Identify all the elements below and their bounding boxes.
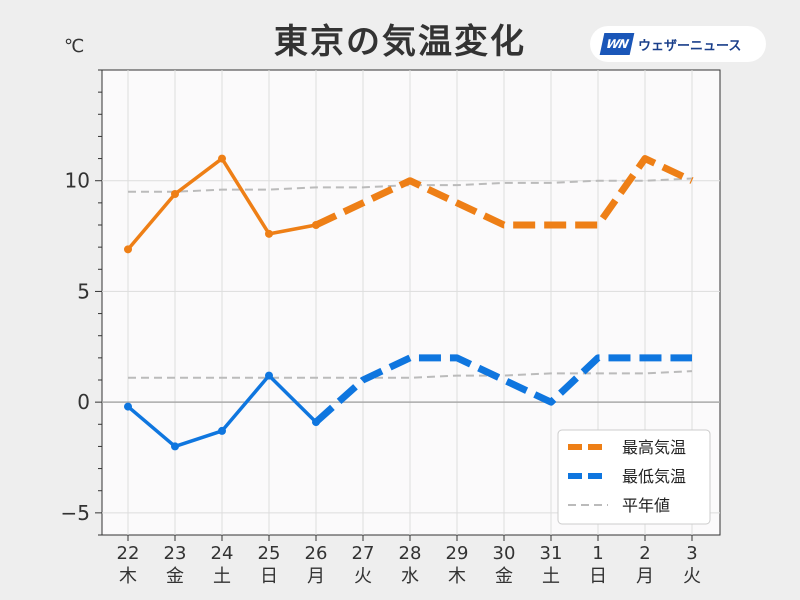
x-tick-label-date: 31 <box>540 543 563 564</box>
x-tick-label-weekday: 土 <box>542 566 560 587</box>
x-tick-label-weekday: 月 <box>636 566 654 587</box>
max-point <box>218 154 226 163</box>
legend-label-max: 最高気温 <box>622 438 686 457</box>
x-tick-label-date: 26 <box>305 543 328 564</box>
x-tick-label-weekday: 火 <box>354 566 372 587</box>
x-tick-label-date: 24 <box>211 543 234 564</box>
normal-high-line <box>128 177 693 193</box>
x-tick-label-date: 28 <box>399 543 422 564</box>
x-tick-label-weekday: 木 <box>119 566 137 587</box>
x-tick-label-weekday: 日 <box>260 566 278 587</box>
y-tick-label: 0 <box>77 390 90 414</box>
x-tick-label-date: 3 <box>686 543 697 564</box>
x-tick-label-date: 29 <box>446 543 469 564</box>
max-point <box>265 229 273 238</box>
x-tick-label-date: 2 <box>639 543 650 564</box>
y-tick-label: −5 <box>61 501 90 525</box>
normal-low-line <box>128 370 693 379</box>
brand-name: ウェザーニュース <box>638 38 742 54</box>
x-tick-label-weekday: 日 <box>589 566 607 587</box>
legend-box <box>557 429 711 525</box>
x-tick-label-weekday: 水 <box>401 566 419 587</box>
x-tick-label-date: 1 <box>592 543 603 564</box>
x-tick-label-weekday: 金 <box>166 566 184 587</box>
x-tick-label-weekday: 木 <box>448 566 466 587</box>
min-forecast-line <box>313 354 692 425</box>
brand-badge: WN ウェザーニュース <box>590 26 766 62</box>
x-tick-label-date: 22 <box>117 543 140 564</box>
x-tick-label-weekday: 火 <box>683 566 701 587</box>
x-tick-label-date: 30 <box>493 543 516 564</box>
legend-label-min: 最低気温 <box>622 467 686 486</box>
x-tick-label-date: 27 <box>352 543 375 564</box>
max-forecast-line <box>314 155 694 229</box>
min-point <box>265 371 273 380</box>
x-tick-label-weekday: 月 <box>307 566 325 587</box>
x-tick-label-weekday: 土 <box>213 566 231 587</box>
max-point <box>171 190 179 198</box>
x-tick-label-weekday: 金 <box>495 566 513 587</box>
legend-label-normal: 平年値 <box>622 496 670 515</box>
page-title: 東京の気温変化 <box>274 22 526 62</box>
series-group <box>124 154 694 451</box>
min-point <box>218 426 226 435</box>
y-axis-unit: ℃ <box>64 36 85 57</box>
x-tick-label-date: 25 <box>258 543 281 564</box>
y-axis: −5 0 5 10 <box>61 69 102 536</box>
min-point <box>312 418 320 427</box>
y-tick-label: 10 <box>65 169 90 193</box>
x-tick-label-date: 23 <box>164 543 187 564</box>
y-tick-label: 5 <box>77 279 90 303</box>
min-point <box>171 442 179 451</box>
max-point <box>312 221 320 229</box>
legend: 最高気温 最低気温 平年値 <box>557 429 711 525</box>
min-point <box>124 402 132 411</box>
max-point <box>124 245 132 254</box>
